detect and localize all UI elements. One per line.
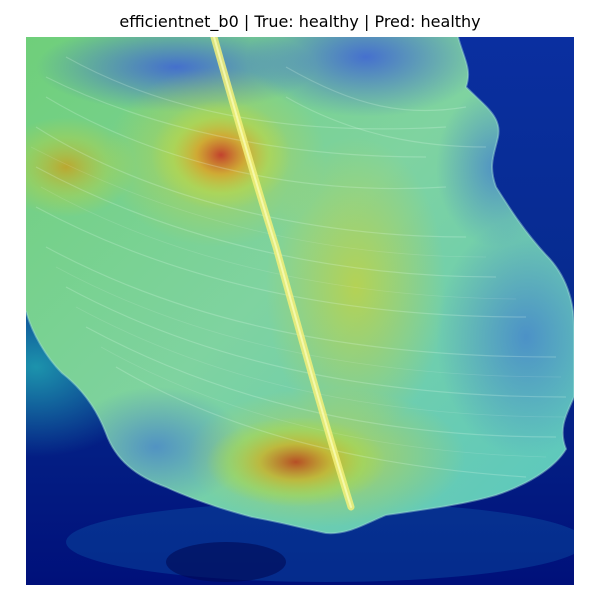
figure-title: efficientnet_b0 | True: healthy | Pred: …	[119, 12, 481, 31]
gradcam-image	[26, 37, 574, 585]
